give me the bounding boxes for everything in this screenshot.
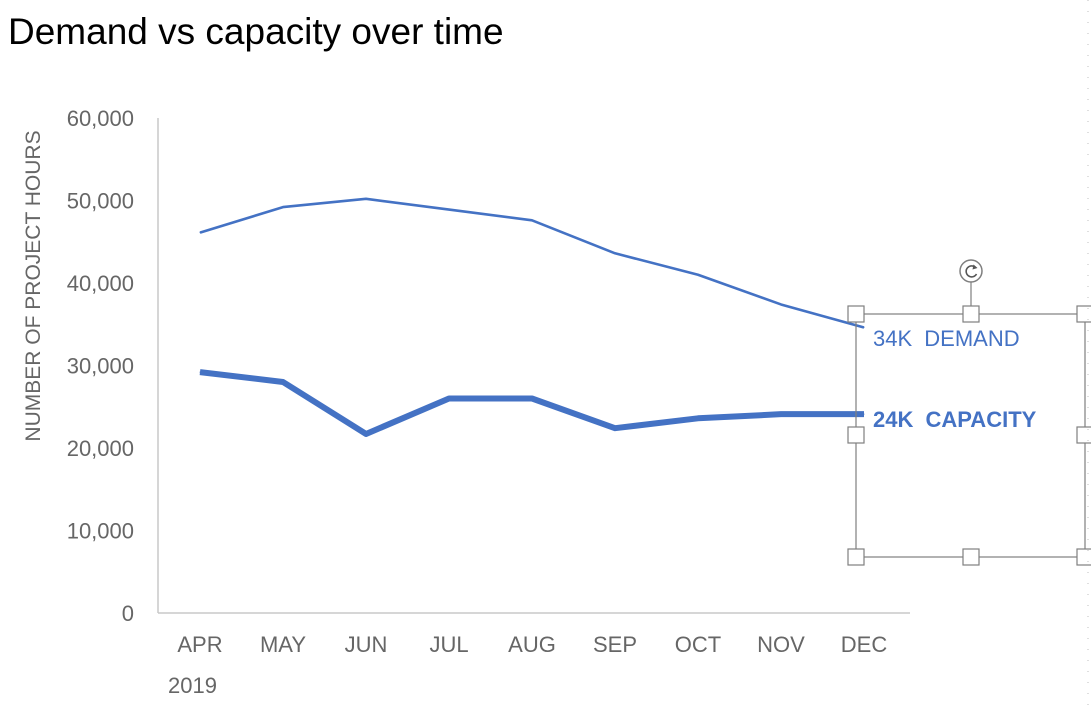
capacity-point: [863, 413, 865, 415]
rotate-icon[interactable]: [959, 259, 983, 283]
x-tick-label: DEC: [841, 632, 888, 657]
y-axis-ticks: 0 10,000 20,000 30,000 40,000 50,000 60,000: [67, 106, 134, 626]
demand-end-value: 34K: [873, 326, 912, 351]
y-tick-label: 20,000: [67, 436, 134, 461]
capacity-line: [199, 369, 864, 437]
demand-point: [365, 198, 367, 200]
y-tick-label: 40,000: [67, 271, 134, 296]
x-axis-ticks: APR MAY JUN JUL AUG SEP OCT NOV DEC: [177, 632, 887, 657]
demand-end-name: DEMAND: [924, 326, 1019, 351]
x-tick-label: MAY: [260, 632, 306, 657]
x-tick-label: JUL: [429, 632, 468, 657]
y-axis-title: NUMBER OF PROJECT HOURS: [22, 130, 45, 441]
y-tick-label: 0: [122, 601, 134, 626]
resize-handle-top-center[interactable]: [962, 305, 980, 323]
capacity-point: [282, 381, 284, 383]
capacity-end-name: CAPACITY: [925, 407, 1036, 432]
capacity-point: [780, 413, 782, 415]
x-tick-label: NOV: [757, 632, 805, 657]
x-tick-label: SEP: [593, 632, 637, 657]
demand-point: [697, 274, 699, 276]
y-tick-label: 10,000: [67, 519, 134, 544]
resize-handle-bottom-right[interactable]: [1076, 548, 1091, 566]
label-textbox-selection[interactable]: 34K DEMAND 24K CAPACITY: [847, 259, 1091, 566]
x-axis-year-label: 2019: [168, 673, 217, 698]
demand-point: [531, 219, 533, 221]
demand-point: [282, 206, 284, 208]
x-tick-label: OCT: [675, 632, 721, 657]
capacity-point: [531, 398, 533, 399]
x-tick-label: APR: [177, 632, 222, 657]
capacity-point: [365, 433, 367, 435]
capacity-point: [448, 398, 450, 399]
demand-line: [199, 197, 865, 329]
capacity-end-label: 24K CAPACITY: [873, 407, 1037, 432]
resize-handle-top-left[interactable]: [847, 305, 865, 323]
y-tick-label: 30,000: [67, 354, 134, 379]
resize-handle-middle-left[interactable]: [847, 426, 865, 444]
demand-point: [614, 252, 616, 254]
capacity-end-value: 24K: [873, 407, 913, 432]
series-layer: [199, 197, 865, 437]
capacity-point: [614, 427, 616, 429]
y-tick-label: 60,000: [67, 106, 134, 131]
x-tick-label: AUG: [508, 632, 556, 657]
x-tick-label: JUN: [345, 632, 388, 657]
capacity-point: [697, 417, 699, 419]
resize-handle-bottom-left[interactable]: [847, 548, 865, 566]
demand-point: [780, 303, 782, 305]
resize-handle-bottom-center[interactable]: [962, 548, 980, 566]
demand-point: [199, 232, 201, 234]
resize-handle-middle-right[interactable]: [1076, 426, 1091, 444]
resize-handle-top-right[interactable]: [1076, 305, 1091, 323]
y-tick-label: 50,000: [67, 189, 134, 214]
chart-title: Demand vs capacity over time: [8, 11, 504, 52]
demand-end-label: 34K DEMAND: [873, 326, 1020, 351]
demand-point: [448, 209, 450, 211]
demand-point: [863, 327, 865, 329]
capacity-point: [199, 371, 201, 373]
